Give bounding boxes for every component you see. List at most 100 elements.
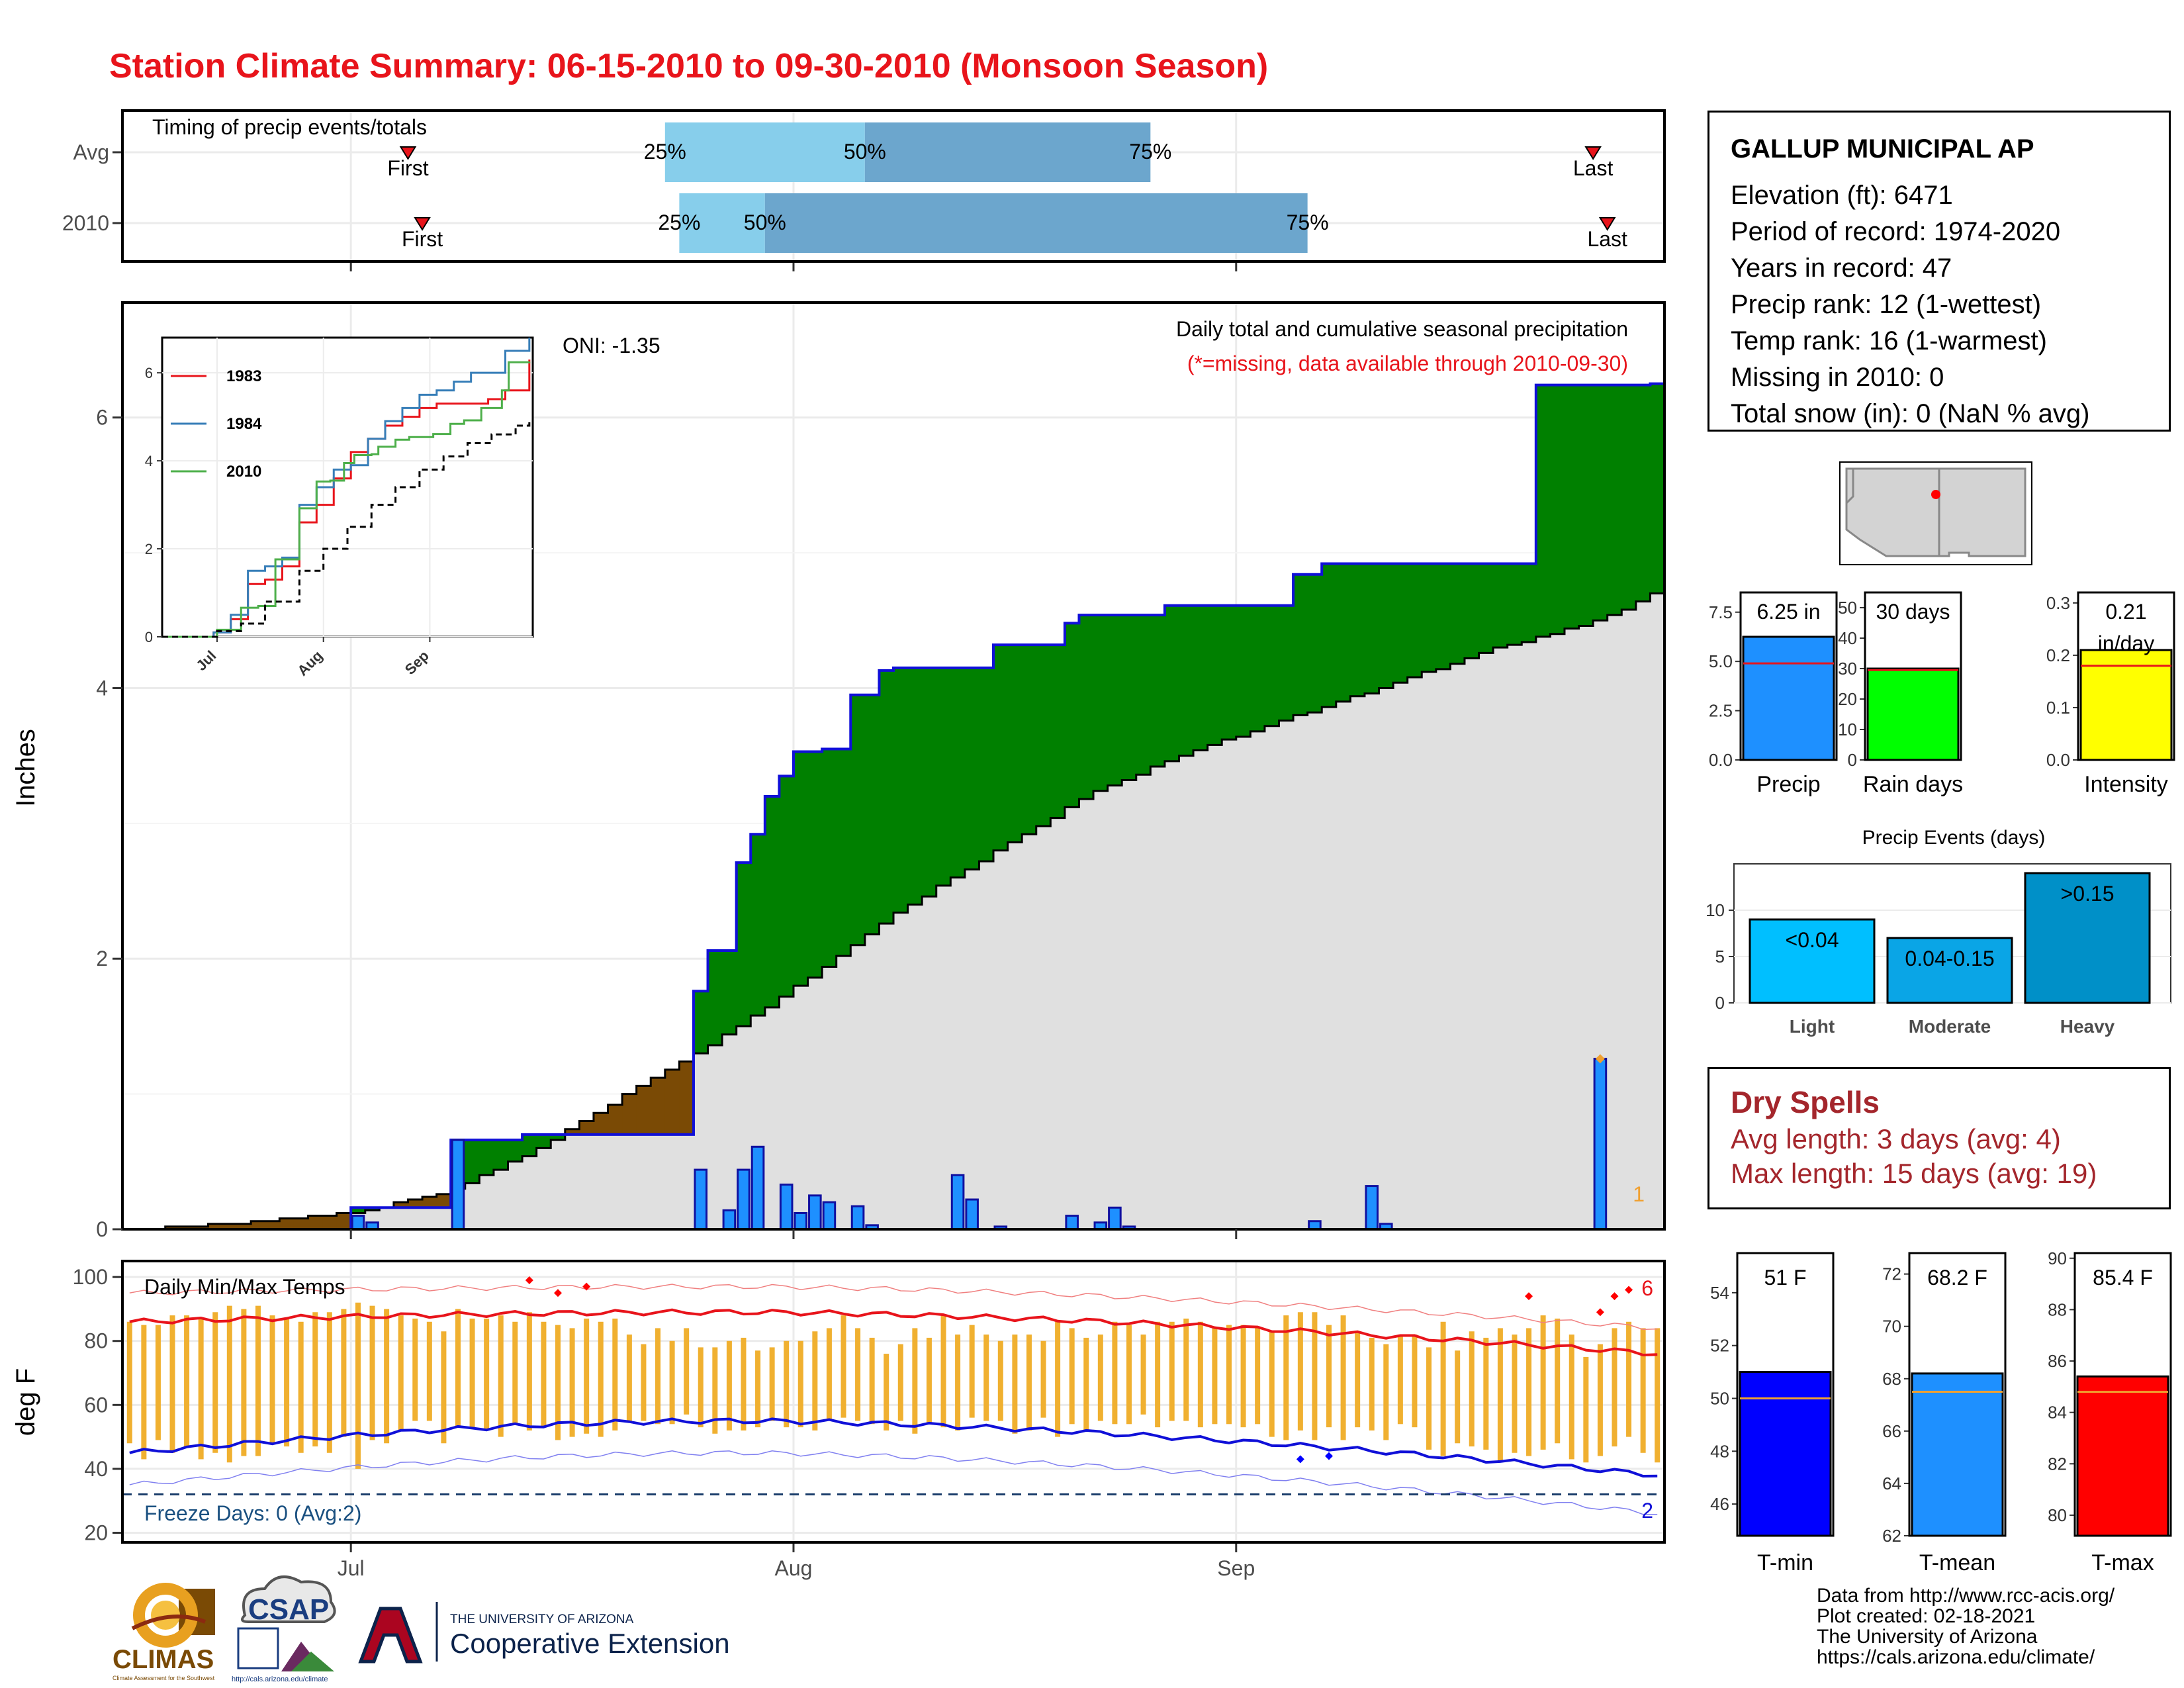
timing-p75-label: 75%	[1129, 140, 1171, 164]
below-avg-segment	[322, 1215, 338, 1229]
daily-temp-bar	[341, 1309, 347, 1437]
above-avg-segment	[1479, 563, 1494, 653]
temp-y-tick-label: 20	[84, 1521, 108, 1545]
daily-temp-bar	[298, 1321, 304, 1453]
inset-y-tick-label: 0	[145, 629, 153, 645]
daily-temp-bar	[712, 1347, 718, 1434]
timing-last-label: Last	[1587, 227, 1627, 251]
avg-fill-segment	[893, 912, 909, 1229]
record-high-line	[129, 1284, 1658, 1331]
avg-fill-segment	[864, 934, 880, 1229]
page-title: Station Climate Summary: 06-15-2010 to 0…	[109, 47, 1269, 85]
above-avg-segment	[1522, 563, 1537, 642]
summary-y-tick-label: 0.0	[2046, 750, 2070, 770]
below-avg-segment	[651, 1078, 666, 1135]
avg-fill-segment	[1007, 842, 1023, 1229]
summary-bars: 0.0 2.5 5.0 7.5 6.25 in Precip 0 10 20 30 40 50 30 d…	[1709, 591, 2175, 797]
temp-summary-y-tick-label: 50	[1710, 1388, 1729, 1408]
daily-temp-bar	[512, 1321, 518, 1425]
daily-temp-bar	[726, 1340, 732, 1430]
dry-spells-title: Dry Spells	[1731, 1085, 1880, 1119]
credits: Data from http://www.rcc-acis.org/ Plot …	[1817, 1585, 2115, 1667]
above-avg-segment	[950, 667, 966, 878]
above-avg-segment	[779, 776, 794, 997]
summary-bar-label: Rain days	[1863, 772, 1963, 797]
daily-temp-bar	[455, 1309, 461, 1428]
above-avg-segment	[1007, 645, 1023, 843]
above-avg-segment	[993, 645, 1009, 851]
inset-x-tick-label: Jul	[193, 647, 219, 674]
timing-title: Timing of precip events/totals	[152, 115, 427, 139]
temp-summary-y-tick-label: 88	[2048, 1299, 2067, 1319]
daily-temp-bar	[1012, 1335, 1018, 1434]
daily-temp-bar	[912, 1328, 918, 1434]
daily-precip-bar	[1108, 1206, 1122, 1231]
daily-temp-bar	[555, 1325, 561, 1440]
missing-count-label: 1	[1633, 1182, 1645, 1206]
daily-precip-bar	[737, 1168, 751, 1231]
precip-events-chart: Precip Events (days) 0 5 10 <0.04 Light 0.04-…	[1706, 827, 2171, 1037]
below-avg-segment	[265, 1221, 280, 1229]
above-avg-segment	[479, 1140, 494, 1176]
daily-temp-bar	[1212, 1328, 1218, 1425]
daily-temp-bar	[1269, 1331, 1275, 1437]
daily-temp-bar	[1183, 1318, 1189, 1421]
temp-x-tick-label: Sep	[1217, 1556, 1255, 1580]
daily-temp-bar	[841, 1315, 846, 1418]
temp-summary-y-tick-label: 62	[1882, 1526, 1901, 1546]
main-y-tick-label: 6	[96, 406, 108, 430]
avg-fill-segment	[1293, 715, 1308, 1229]
temp-x-tick-label: Jul	[338, 1556, 365, 1580]
daily-temp-bar	[1483, 1337, 1489, 1450]
daily-temp-bar	[1355, 1331, 1361, 1428]
above-avg-segment	[736, 863, 751, 1027]
timing-p50-label: 50%	[844, 140, 886, 164]
inset-y-tick-label: 4	[145, 453, 153, 469]
above-avg-segment	[1164, 605, 1180, 761]
summary-y-tick-label: 0.2	[2046, 645, 2070, 665]
avg-fill-segment	[1621, 609, 1637, 1229]
below-avg-segment	[208, 1223, 223, 1229]
record-high-marker	[1625, 1286, 1633, 1294]
avg-fill-segment	[907, 904, 923, 1229]
inset-x-tick-label: Aug	[294, 647, 326, 679]
temp-summary-y-tick-label: 68	[1882, 1369, 1901, 1389]
temp-y-tick-label: 80	[84, 1329, 108, 1353]
below-avg-segment	[336, 1213, 351, 1229]
above-avg-segment	[351, 1207, 366, 1213]
daily-temp-bar	[526, 1312, 532, 1430]
daily-temp-bar	[983, 1335, 989, 1421]
above-avg-segment	[1621, 385, 1637, 610]
events-bar	[2024, 872, 2151, 1004]
inset-chart: 0 2 4 6 Jul Aug Sep 1983 1984 2010	[145, 336, 534, 679]
above-avg-segment	[864, 694, 880, 935]
temp-summary-bar	[2076, 1375, 2169, 1537]
temp-summary-y-tick-label: 90	[2048, 1248, 2067, 1268]
daily-temp-bar	[1583, 1356, 1589, 1463]
cumulative-2010-line	[122, 382, 1664, 1231]
daily-temp-bar	[1055, 1321, 1061, 1437]
daily-temp-bar	[498, 1315, 504, 1437]
avg-fill-segment	[1422, 671, 1437, 1229]
below-avg-segment	[579, 1121, 594, 1135]
daily-temp-bar	[655, 1328, 661, 1425]
daily-temp-bar	[1112, 1321, 1118, 1425]
dry-spells-max: Max length: 15 days (avg: 19)	[1731, 1158, 2097, 1189]
avg-fill-segment	[679, 1134, 694, 1229]
timing-bar-25-50	[679, 193, 765, 253]
daily-temp-bar	[1469, 1331, 1475, 1447]
temp-summary-label: T-max	[2091, 1550, 2154, 1575]
above-avg-segment	[1293, 574, 1308, 716]
above-avg-segment	[1264, 605, 1280, 726]
avg-fill-segment	[1322, 707, 1337, 1229]
events-y-tick-label: 0	[1715, 993, 1725, 1013]
summary-y-tick-label: 30	[1838, 659, 1857, 679]
above-avg-segment	[1550, 385, 1565, 634]
temp-panel: 20 40 60 80 100 Jul Aug Sep Daily Min/Max Temps…	[11, 1260, 1666, 1580]
above-avg-segment	[1179, 605, 1194, 756]
station-period: Period of record: 1974-2020	[1731, 217, 2061, 246]
temp-summary-y-tick-label: 84	[2048, 1403, 2067, 1423]
above-avg-segment	[1435, 563, 1451, 669]
avg-fill-segment	[1578, 626, 1594, 1229]
daily-temp-bar	[626, 1335, 632, 1421]
